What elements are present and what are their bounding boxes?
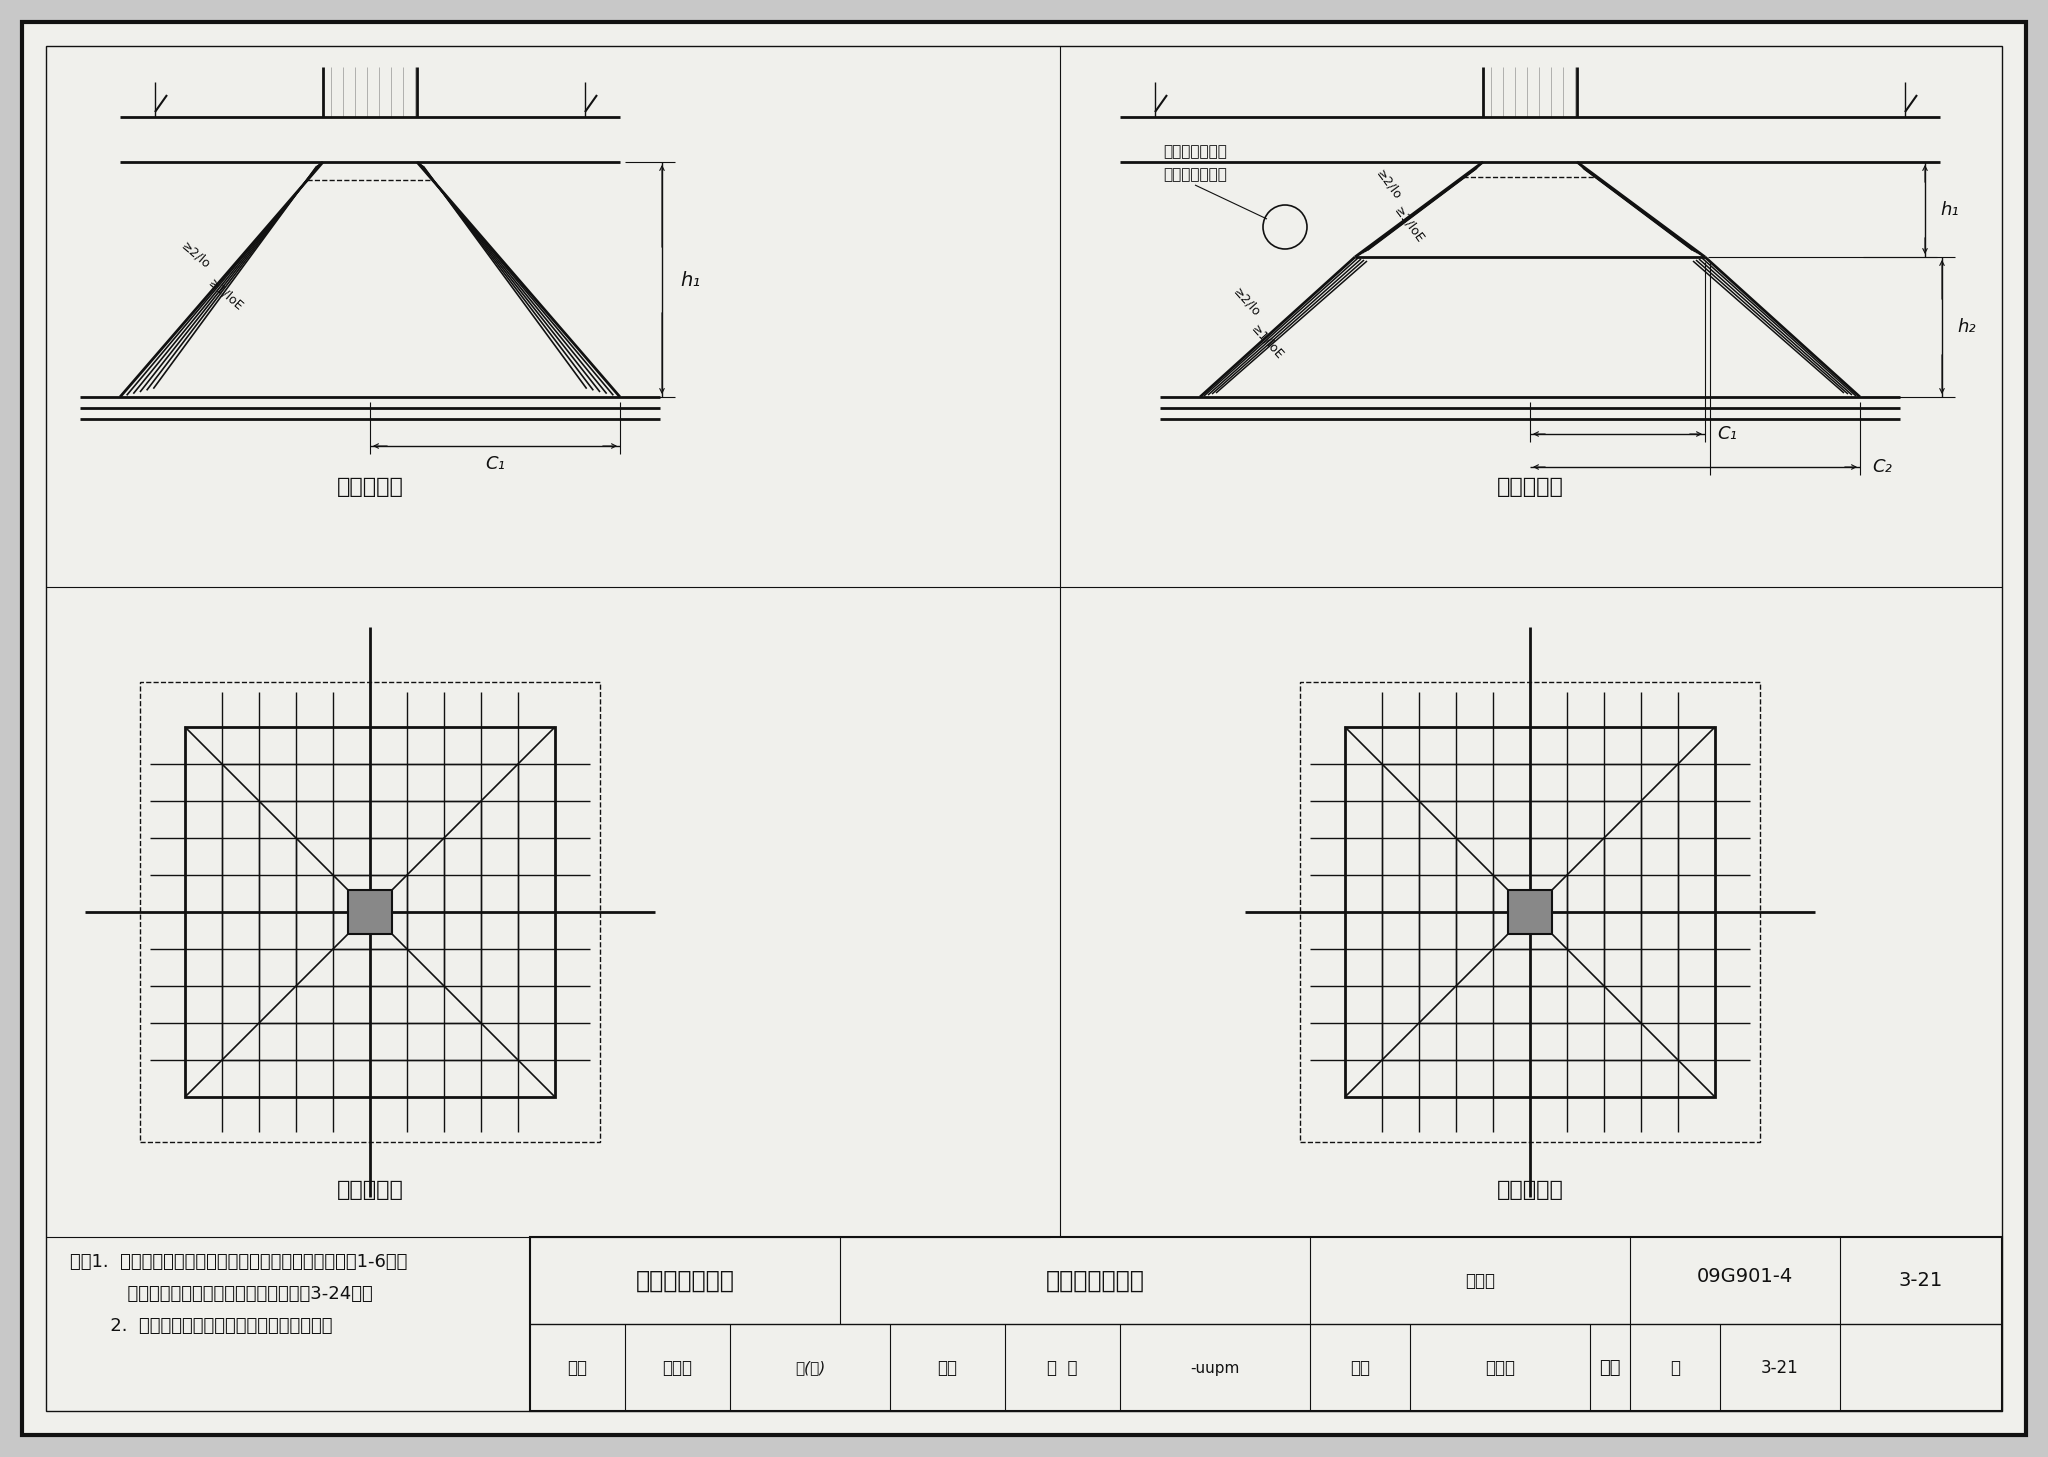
Text: 转变方向的钢筋: 转变方向的钢筋	[1163, 168, 1227, 182]
Text: 就  别: 就 别	[1047, 1359, 1077, 1377]
Text: 单倾角柱帽: 单倾角柱帽	[336, 476, 403, 497]
Text: 双倾角柱帽: 双倾角柱帽	[1497, 476, 1563, 497]
Text: 注：1.  板抗冲切箍筋、抗冲切弯起钢筋排布构造见本图集1-6页。: 注：1. 板抗冲切箍筋、抗冲切弯起钢筋排布构造见本图集1-6页。	[70, 1253, 408, 1271]
Text: h₁: h₁	[680, 271, 700, 290]
Bar	[1382, 763, 1677, 1061]
Text: 校对: 校对	[938, 1359, 956, 1377]
Text: 审核: 审核	[567, 1359, 588, 1377]
Text: 张月明: 张月明	[1485, 1359, 1516, 1377]
Bar	[258, 801, 481, 1023]
Text: 页: 页	[1669, 1359, 1679, 1377]
Text: 单倾角柱帽: 单倾角柱帽	[336, 1180, 403, 1201]
Bar	[1419, 801, 1640, 1023]
Bar	[1493, 876, 1567, 949]
Text: ≥2/lo: ≥2/lo	[1374, 168, 1405, 203]
Bar	[184, 727, 555, 1097]
Text: ≥2/lo: ≥2/lo	[1231, 286, 1264, 319]
Text: ≥2/lo: ≥2/lo	[178, 239, 213, 271]
Text: -uupm: -uupm	[1190, 1361, 1239, 1375]
Text: 板柱节点抗冲切锚栓排布构造见本图集3-24页。: 板柱节点抗冲切锚栓排布构造见本图集3-24页。	[70, 1285, 373, 1303]
Text: 3-21: 3-21	[1898, 1272, 1944, 1291]
Bar	[1300, 682, 1759, 1142]
Text: ≥1/loE: ≥1/loE	[207, 277, 246, 313]
Text: 也可采用弯圆圈: 也可采用弯圆圈	[1163, 144, 1227, 159]
Bar	[139, 682, 600, 1142]
Bar	[1456, 838, 1604, 986]
Text: 图集号: 图集号	[1464, 1272, 1495, 1289]
Text: 双倾角柱帽: 双倾角柱帽	[1497, 1180, 1563, 1201]
Text: 3-21: 3-21	[1761, 1359, 1798, 1377]
Bar	[1346, 727, 1714, 1097]
Text: 2.  具体工程若有特殊要求，应以设计为准。: 2. 具体工程若有特殊要求，应以设计为准。	[70, 1317, 332, 1335]
Bar	[221, 763, 518, 1061]
Text: C₁: C₁	[485, 455, 506, 474]
Text: C₂: C₂	[1872, 457, 1892, 476]
Text: 柱帽构造（一）: 柱帽构造（一）	[1047, 1269, 1145, 1292]
Bar	[348, 890, 391, 934]
Bar	[297, 838, 444, 986]
Text: ≥1/loE: ≥1/loE	[1247, 322, 1286, 361]
Text: 设计: 设计	[1350, 1359, 1370, 1377]
Text: 专(行): 专(行)	[795, 1361, 825, 1375]
Bar	[530, 1237, 2003, 1410]
Bar	[334, 876, 408, 949]
Text: h₂: h₂	[1958, 318, 1976, 337]
Text: ≥1/loE: ≥1/loE	[1391, 204, 1427, 246]
Bar	[1507, 890, 1552, 934]
Text: C₁: C₁	[1716, 425, 1737, 443]
Text: 汪明: 汪明	[1599, 1359, 1620, 1377]
Text: 无梁楼盖现浇板: 无梁楼盖现浇板	[635, 1269, 735, 1292]
Text: 09G901-4: 09G901-4	[1698, 1266, 1794, 1285]
Text: h₁: h₁	[1939, 201, 1958, 219]
Text: 丙继东: 丙继东	[662, 1359, 692, 1377]
